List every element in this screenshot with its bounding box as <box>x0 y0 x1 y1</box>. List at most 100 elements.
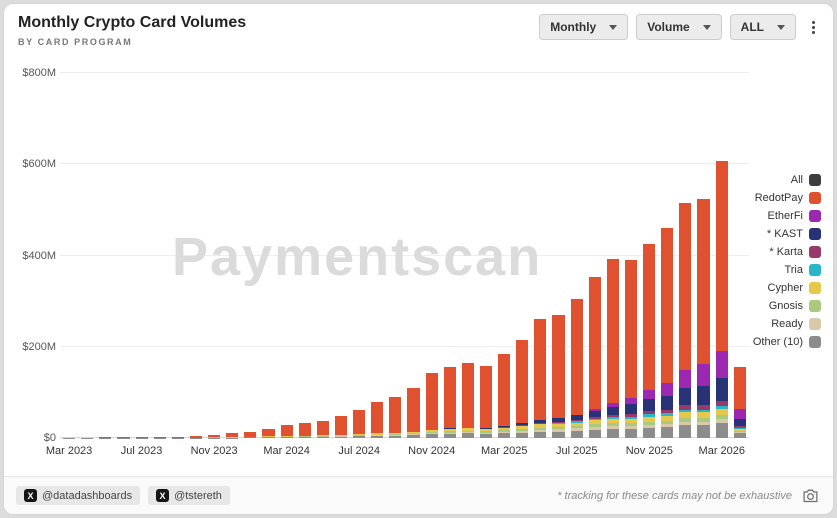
bar-segment-ready <box>733 432 746 434</box>
bar-jan-2026[interactable] <box>676 73 694 438</box>
bar-segment-cypher <box>516 426 529 429</box>
bar-may-2025[interactable] <box>531 73 549 438</box>
bar-aug-2025[interactable] <box>586 73 604 438</box>
gridline <box>60 163 749 165</box>
bar-dec-2024[interactable] <box>441 73 459 438</box>
x-axis-tick-label: Nov 2024 <box>408 445 456 457</box>
bar-feb-2024[interactable] <box>259 73 277 438</box>
credit-badge-datadashboards[interactable]: @datadashboards <box>16 486 141 505</box>
bar-feb-2025[interactable] <box>477 73 495 438</box>
filter-dropdown[interactable]: ALL <box>729 14 796 40</box>
bar-dec-2023[interactable] <box>223 73 241 438</box>
legend-item-tria[interactable]: Tria <box>784 264 821 276</box>
legend-item-etherfi[interactable]: EtherFi <box>768 210 821 222</box>
bar-segment--karta <box>679 405 692 410</box>
interval-dropdown[interactable]: Monthly <box>539 14 629 40</box>
x-axis-tick-label: Mar 2026 <box>698 445 746 457</box>
bar-nov-2024[interactable] <box>423 73 441 438</box>
bar-jun-2023[interactable] <box>114 73 132 438</box>
footer: @datadashboards @tstereth * tracking for… <box>4 476 833 514</box>
bar-segment-cypher <box>552 423 565 428</box>
bar-jul-2023[interactable] <box>133 73 151 438</box>
header: Monthly Crypto Card Volumes BY CARD PROG… <box>18 14 821 47</box>
bar-segment--karta <box>606 414 619 418</box>
legend-item-ready[interactable]: Ready <box>771 318 821 330</box>
page-subtitle: BY CARD PROGRAM <box>18 37 133 47</box>
bar-oct-2023[interactable] <box>187 73 205 438</box>
bar-sep-2025[interactable] <box>604 73 622 438</box>
legend-item--kast[interactable]: * KAST <box>767 228 821 240</box>
bar-segment-gnosis <box>425 432 438 434</box>
bar-sep-2023[interactable] <box>169 73 187 438</box>
legend-item-redotpay[interactable]: RedotPay <box>755 192 821 204</box>
legend-swatch <box>809 192 821 204</box>
bar-jul-2024[interactable] <box>350 73 368 438</box>
kebab-menu-icon[interactable] <box>806 17 821 38</box>
legend-label: RedotPay <box>754 192 803 204</box>
bar-segment-cypher <box>334 434 347 436</box>
bar-segment-gnosis <box>697 417 710 422</box>
bar-segment-ready <box>479 432 492 434</box>
bar-segment-gnosis <box>479 431 492 433</box>
bar-segment-ready <box>552 429 565 432</box>
x-axis-tick-label: Mar 2023 <box>45 445 93 457</box>
legend-item-other-10-[interactable]: Other (10) <box>753 336 821 348</box>
bar-segment-cypher <box>715 409 728 416</box>
x-axis-tick-label: Nov 2023 <box>190 445 238 457</box>
bar-segment--kast <box>606 406 619 415</box>
bar-mar-2023[interactable] <box>60 73 78 438</box>
y-axis-tick-label: $200M <box>22 340 56 353</box>
legend-item-all[interactable]: All <box>791 174 821 186</box>
bar-segment-gnosis <box>443 431 456 433</box>
bar-jan-2024[interactable] <box>241 73 259 438</box>
gridline <box>60 72 749 73</box>
bar-oct-2024[interactable] <box>404 73 422 438</box>
bar-segment-redotpay <box>498 353 511 426</box>
legend-swatch <box>809 282 821 294</box>
legend-item-gnosis[interactable]: Gnosis <box>769 300 821 312</box>
bar-segment-other-10- <box>262 437 275 438</box>
bar-feb-2026[interactable] <box>694 73 712 438</box>
bar-segment-ready <box>371 435 384 436</box>
bar-sep-2024[interactable] <box>386 73 404 438</box>
bar-segment--kast <box>715 377 728 401</box>
bar-jun-2024[interactable] <box>332 73 350 438</box>
bar-segment-ready <box>443 432 456 434</box>
bar-segment-ready <box>588 427 601 430</box>
bar-apr-2024[interactable] <box>296 73 314 438</box>
bar-segment-other-10- <box>534 431 547 438</box>
bar-mar-2024[interactable] <box>278 73 296 438</box>
bar-oct-2025[interactable] <box>622 73 640 438</box>
bar-segment-gnosis <box>715 415 728 420</box>
bar-nov-2025[interactable] <box>640 73 658 438</box>
bar-mar-2025[interactable] <box>495 73 513 438</box>
bar-segment-redotpay <box>262 428 275 437</box>
bar-dec-2025[interactable] <box>658 73 676 438</box>
legend-swatch <box>809 210 821 222</box>
bar-apr-2025[interactable] <box>513 73 531 438</box>
metric-dropdown[interactable]: Volume <box>636 14 722 40</box>
camera-icon[interactable] <box>800 486 821 505</box>
bar-mar-2026[interactable] <box>713 73 731 438</box>
bar-jan-2025[interactable] <box>459 73 477 438</box>
x-axis-tick-label: Mar 2025 <box>480 445 528 457</box>
bar-segment--kast <box>661 396 674 410</box>
bar-segment-redotpay <box>371 402 384 434</box>
bar-segment-gnosis <box>498 430 511 432</box>
bar-aug-2024[interactable] <box>368 73 386 438</box>
bar-apr-2026[interactable] <box>731 73 749 438</box>
credit-badge-tstereth[interactable]: @tstereth <box>148 486 230 505</box>
bar-jun-2025[interactable] <box>549 73 567 438</box>
bar-jul-2025[interactable] <box>568 73 586 438</box>
bar-aug-2023[interactable] <box>151 73 169 438</box>
legend-item-cypher[interactable]: Cypher <box>768 282 821 294</box>
bar-segment-ready <box>679 421 692 426</box>
legend-item--karta[interactable]: * Karta <box>769 246 821 258</box>
bar-segment-other-10- <box>606 428 619 438</box>
chevron-down-icon <box>609 24 618 30</box>
bar-may-2024[interactable] <box>314 73 332 438</box>
bar-nov-2023[interactable] <box>205 73 223 438</box>
bar-may-2023[interactable] <box>96 73 114 438</box>
bar-segment-redotpay <box>588 277 601 409</box>
bar-apr-2023[interactable] <box>78 73 96 438</box>
